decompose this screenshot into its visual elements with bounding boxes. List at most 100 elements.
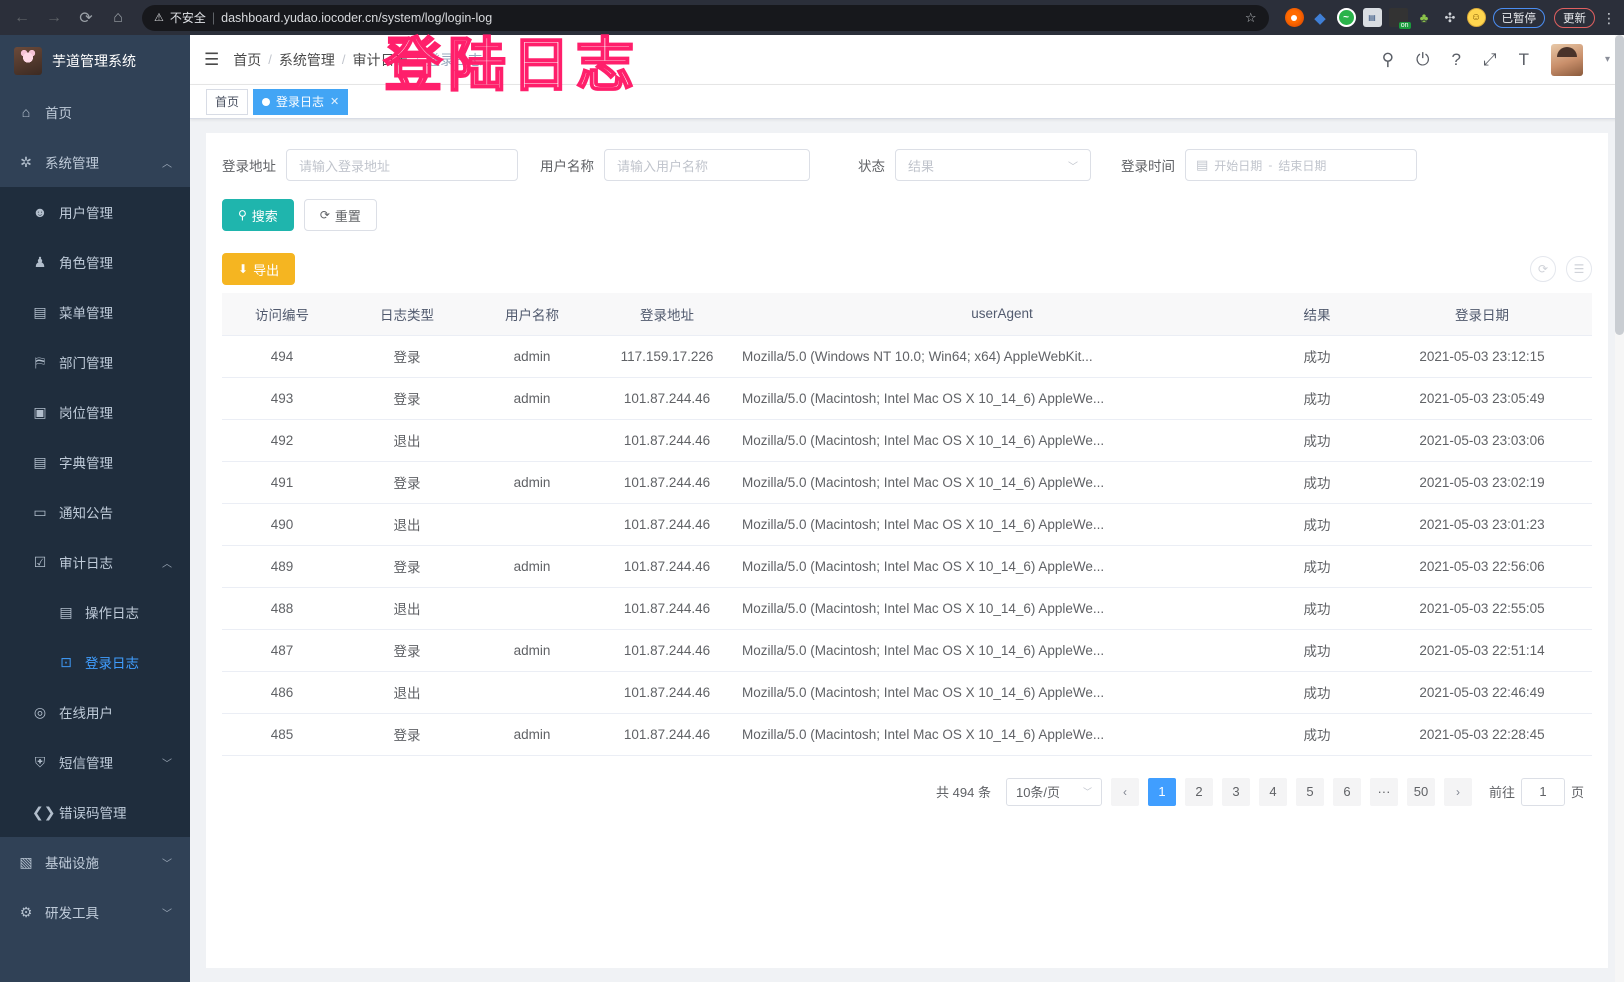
address-bar[interactable]: ⚠ 不安全 | dashboard.yudao.iocoder.cn/syste… — [142, 4, 1269, 31]
column-settings-icon[interactable]: ☰ — [1566, 256, 1592, 282]
hamburger-icon[interactable]: ☰ — [204, 49, 220, 69]
extension-icon-blue-badge[interactable]: ▤ — [1362, 8, 1382, 27]
help-icon[interactable]: ? — [1451, 50, 1461, 69]
search-button[interactable]: ⚲ 搜索 — [222, 199, 294, 231]
login-address-input[interactable]: 请输入登录地址 — [286, 149, 518, 181]
table-row[interactable]: 489 登录 admin 101.87.244.46 Mozilla/5.0 (Maci… — [222, 545, 1592, 588]
end-date-input[interactable]: 结束日期 — [1278, 158, 1327, 173]
sidebar-item-home[interactable]: ⌂ 首页 — [0, 87, 190, 137]
back-icon[interactable]: ← — [14, 8, 30, 26]
column-header-username[interactable]: 用户名称 — [472, 293, 592, 336]
column-header-date[interactable]: 登录日期 — [1372, 293, 1592, 336]
page-ellipsis[interactable]: ··· — [1369, 777, 1398, 806]
page-button-5[interactable]: 5 — [1295, 777, 1324, 806]
extension-icon-diamond[interactable]: ◆ — [1314, 9, 1326, 27]
sidebar-item-menus[interactable]: ▤ 菜单管理 — [0, 287, 190, 337]
browser-menu-icon[interactable]: ⋮ — [1602, 9, 1616, 26]
sidebar-item-dictionary[interactable]: ▤ 字典管理 — [0, 437, 190, 487]
table-row[interactable]: 491 登录 admin 101.87.244.46 Mozilla/5.0 (Maci… — [222, 461, 1592, 504]
table-row[interactable]: 492 退出 101.87.244.46 Mozilla/5.0 (Macintosh… — [222, 419, 1592, 462]
sidebar-item-label: 错误码管理 — [59, 806, 127, 821]
column-header-id[interactable]: 访问编号 — [222, 293, 342, 336]
table-row[interactable]: 485 登录 admin 101.87.244.46 Mozilla/5.0 (Maci… — [222, 713, 1592, 756]
sidebar-item-departments[interactable]: ⛿ 部门管理 — [0, 337, 190, 387]
refresh-icon[interactable]: ⟳ — [1530, 256, 1556, 282]
sidebar-item-label: 菜单管理 — [59, 306, 113, 321]
tag-home[interactable]: 首页 — [206, 88, 249, 115]
search-icon[interactable]: ⚲ — [1381, 50, 1395, 69]
column-header-result[interactable]: 结果 — [1262, 293, 1372, 336]
page-size-select[interactable]: 10条/页 ﹀ — [1005, 777, 1102, 806]
breadcrumb-item-audit[interactable]: 审计日志 — [352, 51, 409, 68]
omnibox-divider: | — [211, 10, 216, 25]
page-scrollbar[interactable] — [1615, 35, 1624, 982]
sidebar-item-roles[interactable]: ♟ 角色管理 — [0, 237, 190, 287]
sidebar-item-audit-log[interactable]: ☑ 审计日志 ︿ — [0, 537, 190, 587]
extension-icon-green[interactable] — [1336, 8, 1356, 27]
sidebar-item-online-users[interactable]: ◎ 在线用户 — [0, 687, 190, 737]
sidebar-item-dev-tools[interactable]: ⚙ 研发工具 ﹀ — [0, 887, 190, 937]
sidebar-item-login-log[interactable]: ⊡ 登录日志 — [0, 637, 190, 687]
chevron-down-icon: ﹀ — [162, 908, 172, 920]
tag-login-log[interactable]: 登录日志 ✕ — [253, 88, 349, 115]
brand[interactable]: 芋道管理系统 — [0, 35, 190, 87]
column-header-ip[interactable]: 登录地址 — [592, 293, 742, 336]
table-row[interactable]: 494 登录 admin 117.159.17.226 Mozilla/5.0 (Win… — [222, 335, 1592, 378]
page-button-6[interactable]: 6 — [1332, 777, 1361, 806]
extension-icon-orange[interactable] — [1284, 8, 1304, 27]
page-button-50[interactable]: 50 — [1406, 777, 1435, 806]
export-button[interactable]: ⬇ 导出 — [222, 253, 296, 285]
page-button-4[interactable]: 4 — [1258, 777, 1287, 806]
table-row[interactable]: 493 登录 admin 101.87.244.46 Mozilla/5.0 (Maci… — [222, 377, 1592, 420]
table-row[interactable]: 487 登录 admin 101.87.244.46 Mozilla/5.0 (Maci… — [222, 629, 1592, 672]
avatar[interactable] — [1550, 43, 1583, 76]
bookmark-star-icon[interactable]: ☆ — [1244, 9, 1257, 25]
column-header-useragent[interactable]: userAgent — [742, 293, 1262, 336]
table-row[interactable]: 486 退出 101.87.244.46 Mozilla/5.0 (Macintosh… — [222, 671, 1592, 714]
table-row[interactable]: 488 退出 101.87.244.46 Mozilla/5.0 (Macintosh… — [222, 587, 1592, 630]
sidebar-item-posts[interactable]: ▣ 岗位管理 — [0, 387, 190, 437]
cell-useragent: Mozilla/5.0 (Macintosh; Intel Mac OS X 1… — [742, 713, 1262, 756]
github-icon[interactable]: ⏻ — [1416, 50, 1430, 69]
extension-icon-emoji[interactable]: ☺ — [1466, 8, 1486, 27]
page-button-3[interactable]: 3 — [1221, 777, 1250, 806]
reload-icon[interactable]: ⟳ — [79, 9, 93, 27]
reset-button[interactable]: ⟳ 重置 — [303, 199, 377, 231]
sidebar-item-sms[interactable]: ⛨ 短信管理 ﹀ — [0, 737, 190, 787]
breadcrumb-item-system[interactable]: 系统管理 — [278, 51, 335, 68]
font-size-icon[interactable]: T — [1518, 50, 1529, 69]
close-icon[interactable]: ✕ — [330, 96, 340, 108]
sidebar-item-users[interactable]: ☻ 用户管理 — [0, 187, 190, 237]
sidebar-item-label: 岗位管理 — [59, 406, 113, 421]
next-page-button[interactable]: › — [1443, 777, 1472, 806]
status-select[interactable]: 结果 ﹀ — [895, 149, 1091, 181]
chevron-down-icon[interactable]: ▾ — [1604, 54, 1610, 65]
sidebar-item-operation-log[interactable]: ▤ 操作日志 — [0, 587, 190, 637]
home-icon[interactable]: ⌂ — [113, 8, 123, 26]
update-badge[interactable]: 更新 — [1554, 7, 1595, 28]
breadcrumb-item-home[interactable]: 首页 — [233, 51, 262, 68]
prev-page-button[interactable]: ‹ — [1110, 777, 1139, 806]
sidebar-item-notices[interactable]: ▭ 通知公告 — [0, 487, 190, 537]
table-row[interactable]: 490 退出 101.87.244.46 Mozilla/5.0 (Macintosh… — [222, 503, 1592, 546]
paused-badge[interactable]: 已暂停 — [1492, 7, 1545, 28]
jump-page-input[interactable]: 1 — [1520, 777, 1565, 806]
scrollbar-thumb[interactable] — [1615, 35, 1624, 335]
page-button-2[interactable]: 2 — [1184, 777, 1213, 806]
sidebar-item-infrastructure[interactable]: ▧ 基础设施 ﹀ — [0, 837, 190, 887]
fullscreen-icon[interactable]: ⤢ — [1482, 50, 1497, 69]
page-button-1[interactable]: 1 — [1147, 777, 1176, 806]
extension-icon-leaf[interactable]: ♣ — [1419, 10, 1429, 25]
sidebar-item-system[interactable]: ✲ 系统管理 ︿ — [0, 137, 190, 187]
forward-icon[interactable]: → — [46, 8, 62, 26]
extension-icon-dark[interactable]: on — [1388, 8, 1411, 29]
sidebar-item-label: 首页 — [45, 106, 72, 121]
breadcrumb-item-login-log: 登录日志 — [426, 51, 483, 68]
extension-icon-puzzle[interactable]: ✣ — [1444, 9, 1456, 25]
column-header-type[interactable]: 日志类型 — [342, 293, 472, 336]
sidebar-item-error-codes[interactable]: ❮❯ 错误码管理 — [0, 787, 190, 837]
username-input[interactable]: 请输入用户名称 — [604, 149, 810, 181]
start-date-input[interactable]: 开始日期 — [1214, 158, 1263, 173]
login-time-daterange[interactable]: ▤ 开始日期 - 结束日期 — [1185, 149, 1417, 181]
calendar-icon: ▤ — [1196, 157, 1209, 172]
